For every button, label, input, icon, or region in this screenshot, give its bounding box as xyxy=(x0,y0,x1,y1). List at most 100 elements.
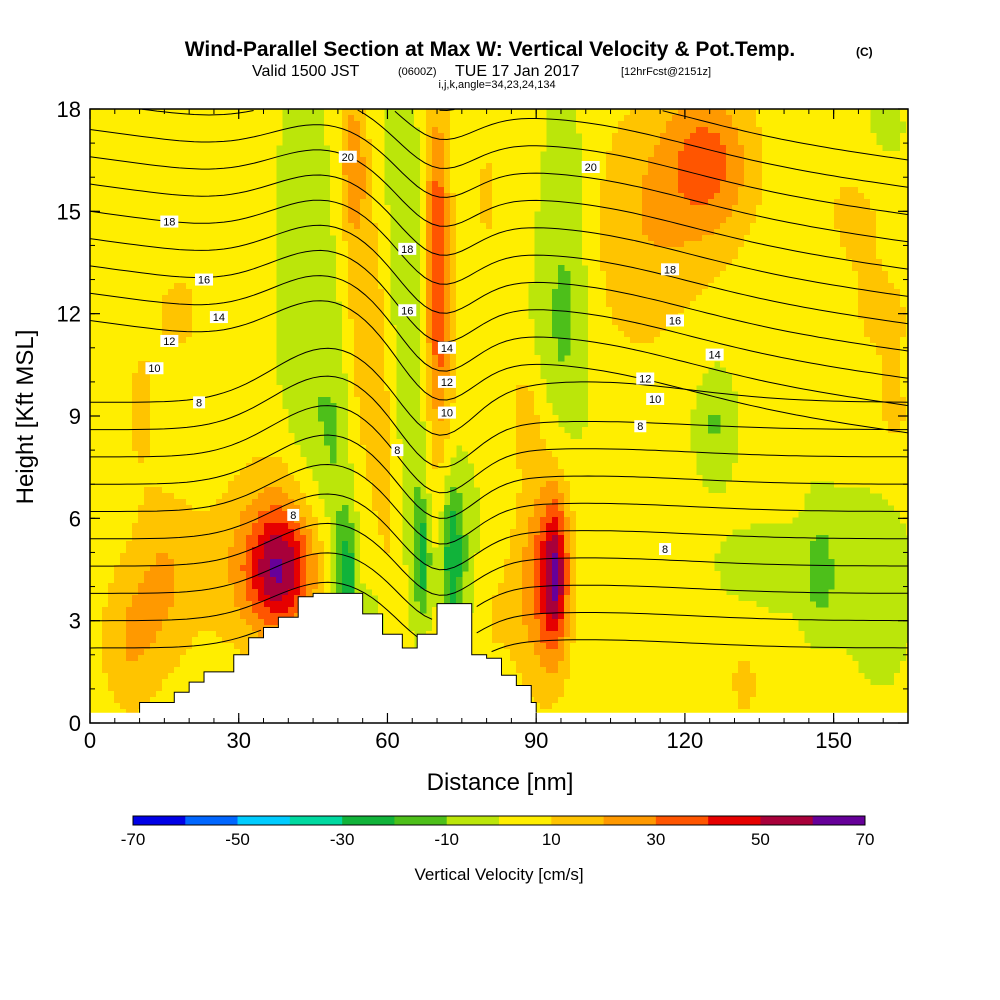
velocity-cell xyxy=(690,211,697,218)
velocity-cell xyxy=(738,253,745,260)
velocity-cell xyxy=(888,307,895,314)
velocity-cell xyxy=(186,349,193,356)
velocity-cell xyxy=(420,223,427,230)
velocity-cell xyxy=(234,277,241,284)
velocity-cell xyxy=(372,361,379,368)
velocity-cell xyxy=(204,127,211,134)
velocity-cell xyxy=(684,235,691,242)
velocity-cell xyxy=(552,325,559,332)
velocity-cell xyxy=(108,145,115,152)
velocity-cell xyxy=(612,307,619,314)
velocity-cell xyxy=(174,139,181,146)
velocity-cell xyxy=(120,127,127,134)
velocity-cell xyxy=(762,235,769,242)
velocity-cell xyxy=(228,109,235,116)
velocity-cell xyxy=(774,181,781,188)
velocity-cell xyxy=(510,313,517,320)
velocity-cell xyxy=(426,187,433,194)
velocity-cell xyxy=(246,163,253,170)
velocity-cell xyxy=(864,295,871,302)
velocity-cell xyxy=(702,187,709,194)
velocity-cell xyxy=(738,289,745,296)
velocity-cell xyxy=(648,181,655,188)
velocity-cell xyxy=(810,223,817,230)
velocity-cell xyxy=(648,295,655,302)
velocity-cell xyxy=(630,367,637,374)
velocity-cell xyxy=(882,217,889,224)
velocity-cell xyxy=(126,325,133,332)
velocity-cell xyxy=(720,193,727,200)
velocity-cell xyxy=(114,331,121,338)
velocity-cell xyxy=(192,127,199,134)
velocity-cell xyxy=(786,343,793,350)
velocity-cell xyxy=(792,295,799,302)
velocity-cell xyxy=(354,247,361,254)
velocity-cell xyxy=(444,319,451,326)
velocity-cell xyxy=(768,199,775,206)
velocity-cell xyxy=(114,223,121,230)
velocity-cell xyxy=(690,349,697,356)
velocity-cell xyxy=(336,139,343,146)
velocity-cell xyxy=(360,181,367,188)
velocity-cell xyxy=(690,223,697,230)
velocity-cell xyxy=(816,331,823,338)
velocity-cell xyxy=(858,169,865,176)
velocity-cell xyxy=(720,139,727,146)
velocity-cell xyxy=(864,283,871,290)
velocity-cell xyxy=(876,163,883,170)
velocity-cell xyxy=(504,217,511,224)
velocity-cell xyxy=(798,187,805,194)
velocity-cell xyxy=(864,331,871,338)
velocity-cell xyxy=(168,163,175,170)
velocity-cell xyxy=(180,253,187,260)
velocity-cell xyxy=(210,289,217,296)
velocity-cell xyxy=(114,133,121,140)
velocity-cell xyxy=(822,229,829,236)
velocity-cell xyxy=(228,163,235,170)
velocity-cell xyxy=(852,121,859,128)
velocity-cell xyxy=(456,187,463,194)
velocity-cell xyxy=(168,253,175,260)
velocity-cell xyxy=(804,343,811,350)
velocity-cell xyxy=(246,283,253,290)
velocity-cell xyxy=(522,271,529,278)
velocity-cell xyxy=(738,169,745,176)
velocity-cell xyxy=(246,139,253,146)
velocity-cell xyxy=(222,355,229,362)
velocity-cell xyxy=(198,223,205,230)
velocity-cell xyxy=(774,139,781,146)
velocity-cell xyxy=(756,319,763,326)
velocity-cell xyxy=(606,349,613,356)
velocity-cell xyxy=(360,355,367,362)
velocity-cell xyxy=(864,229,871,236)
velocity-cell xyxy=(462,169,469,176)
velocity-cell xyxy=(696,217,703,224)
velocity-cell xyxy=(852,253,859,260)
velocity-cell xyxy=(90,271,97,278)
velocity-cell xyxy=(432,355,439,362)
velocity-cell xyxy=(864,157,871,164)
velocity-cell xyxy=(360,151,367,158)
velocity-cell xyxy=(468,163,475,170)
velocity-cell xyxy=(330,163,337,170)
velocity-cell xyxy=(684,217,691,224)
velocity-cell xyxy=(132,331,139,338)
velocity-cell xyxy=(132,367,139,374)
velocity-cell xyxy=(366,277,373,284)
velocity-cell xyxy=(564,343,571,350)
velocity-cell xyxy=(420,139,427,146)
velocity-cell xyxy=(384,349,391,356)
velocity-cell xyxy=(198,343,205,350)
velocity-cell xyxy=(492,313,499,320)
velocity-cell xyxy=(180,211,187,218)
velocity-cell xyxy=(228,343,235,350)
velocity-cell xyxy=(492,127,499,134)
velocity-cell xyxy=(276,139,283,146)
velocity-cell xyxy=(462,145,469,152)
velocity-cell xyxy=(504,133,511,140)
velocity-cell xyxy=(258,139,265,146)
velocity-cell xyxy=(852,283,859,290)
velocity-cell xyxy=(438,253,445,260)
velocity-cell xyxy=(690,247,697,254)
velocity-cell xyxy=(714,145,721,152)
